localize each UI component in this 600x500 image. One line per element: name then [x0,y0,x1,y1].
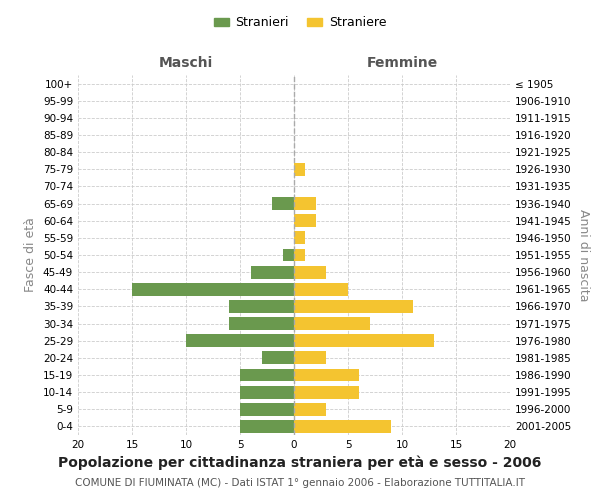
Bar [229,317,294,330]
Bar [262,352,294,364]
Bar [294,232,305,244]
Bar [294,352,326,364]
Bar [251,266,294,278]
Y-axis label: Fasce di età: Fasce di età [25,218,37,292]
Text: Femmine: Femmine [367,56,437,70]
Bar [294,300,413,313]
Bar [294,266,326,278]
Bar [294,197,316,210]
Y-axis label: Anni di nascita: Anni di nascita [577,209,590,301]
Bar [294,403,326,415]
Bar [294,214,316,227]
Bar [294,317,370,330]
Bar [294,334,434,347]
Bar [240,386,294,398]
Bar [294,420,391,433]
Text: Maschi: Maschi [159,56,213,70]
Bar [186,334,294,347]
Bar [294,368,359,382]
Bar [294,386,359,398]
Bar [272,197,294,210]
Bar [132,283,294,296]
Bar [240,403,294,415]
Text: COMUNE DI FIUMINATA (MC) - Dati ISTAT 1° gennaio 2006 - Elaborazione TUTTITALIA.: COMUNE DI FIUMINATA (MC) - Dati ISTAT 1°… [75,478,525,488]
Bar [240,368,294,382]
Bar [294,163,305,175]
Text: Popolazione per cittadinanza straniera per età e sesso - 2006: Popolazione per cittadinanza straniera p… [58,455,542,469]
Bar [294,283,348,296]
Bar [229,300,294,313]
Bar [283,248,294,262]
Bar [294,248,305,262]
Bar [240,420,294,433]
Legend: Stranieri, Straniere: Stranieri, Straniere [209,11,391,34]
